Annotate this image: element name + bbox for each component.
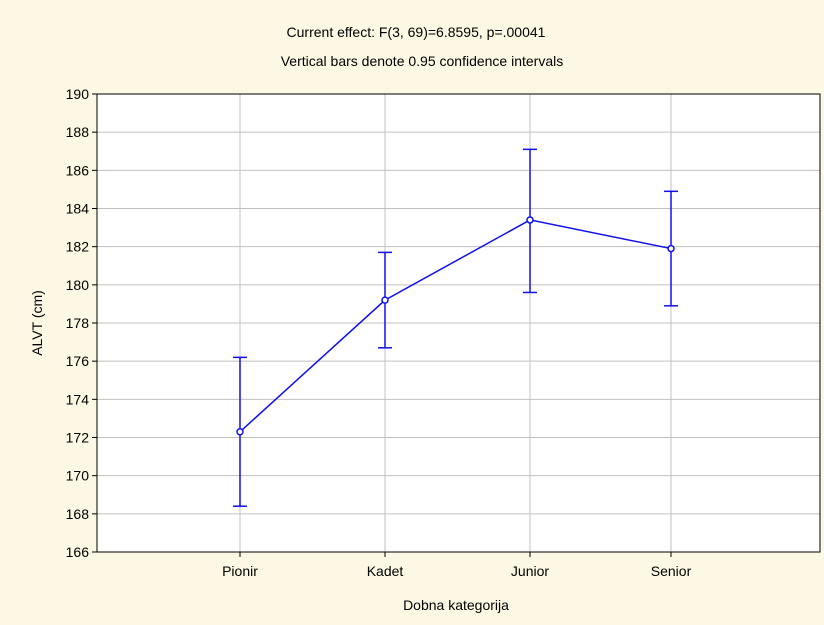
y-axis: 166 168 170 172 174 176 178 180 182 184 186 188 190: [66, 86, 97, 560]
y-tick-label: 188: [66, 124, 90, 140]
x-tick-label: Junior: [511, 563, 549, 579]
grid: [97, 94, 820, 552]
y-tick-label: 182: [66, 239, 90, 255]
y-tick-label: 172: [66, 430, 90, 446]
chart-subtitle: Vertical bars denote 0.95 confidence int…: [281, 53, 564, 69]
series: [233, 148, 678, 507]
y-tick-label: 178: [66, 315, 90, 331]
y-axis-label: ALVT (cm): [29, 290, 45, 356]
x-tick-label: Kadet: [367, 563, 404, 579]
chart-title: Current effect: F(3, 69)=6.8595, p=.0004…: [287, 24, 546, 40]
x-axis-label: Dobna kategorija: [403, 597, 509, 613]
x-tick-label: Pionir: [222, 563, 258, 579]
y-tick-label: 180: [66, 277, 90, 293]
data-point: [236, 428, 244, 436]
y-tick-label: 166: [66, 544, 90, 560]
y-tick-label: 176: [66, 353, 90, 369]
x-axis: Pionir Kadet Junior Senior: [222, 552, 692, 579]
data-point: [667, 244, 675, 253]
y-tick-label: 190: [66, 86, 90, 102]
series-line: [239, 219, 672, 433]
data-point: [526, 216, 534, 224]
y-tick-label: 168: [66, 506, 90, 522]
y-tick-label: 170: [66, 468, 90, 484]
y-tick-label: 184: [66, 201, 90, 217]
y-tick-label: 186: [66, 162, 90, 178]
data-point: [381, 296, 389, 304]
y-tick-label: 174: [66, 391, 90, 407]
x-tick-label: Senior: [651, 563, 692, 579]
